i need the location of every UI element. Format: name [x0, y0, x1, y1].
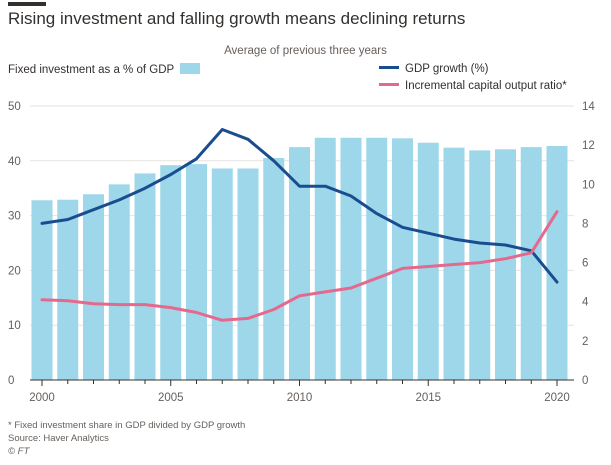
y-left-tick-label: 30: [8, 211, 21, 223]
bar-investment: [237, 168, 259, 380]
y-right-tick-label: 4: [582, 297, 589, 309]
y-right-tick-label: 12: [582, 140, 595, 152]
bar-investment: [160, 165, 182, 380]
bar-investment: [495, 149, 516, 380]
footnote-credit: © FT: [8, 446, 30, 457]
legend-investment-label: Fixed investment as a % of GDP: [8, 64, 175, 76]
y-left-tick-label: 40: [8, 156, 21, 168]
legend-gdp-swatch: [379, 66, 399, 69]
ft-accent-bar: [8, 2, 46, 6]
bar-investment: [340, 137, 362, 380]
bar-investment: [392, 138, 413, 380]
bar-investment: [263, 158, 285, 380]
x-tick-label: 2005: [158, 392, 184, 404]
line-icor: [40, 210, 559, 322]
y-right-tick-label: 0: [582, 375, 588, 387]
bar-investment: [108, 184, 130, 380]
legend-icor: Incremental capital output ratio*: [379, 80, 567, 92]
bar-investment: [469, 150, 491, 380]
bar-investment: [289, 147, 310, 380]
line-gdp-growth: [40, 128, 559, 284]
y-right-tick-label: 14: [582, 101, 595, 113]
chart-title: Rising investment and falling growth mea…: [8, 9, 466, 28]
x-tick-label: 2020: [544, 392, 570, 404]
y-left-tick-label: 20: [8, 265, 21, 277]
legend-gdp: GDP growth (%): [379, 63, 489, 75]
bar-investment: [134, 173, 156, 380]
bar-investment: [83, 194, 104, 380]
chart-subtitle: Average of previous three years: [224, 45, 387, 57]
y-left-tick-label: 50: [8, 101, 21, 113]
legend-gdp-label: GDP growth (%): [405, 63, 489, 75]
y-left-tick-label: 10: [8, 320, 21, 332]
bar-investment: [211, 168, 233, 380]
y-right-tick-label: 10: [582, 179, 595, 191]
bar-investment: [314, 137, 336, 380]
y-left-tick-label: 0: [8, 375, 14, 387]
bar-investment: [417, 142, 439, 380]
y-right-tick-label: 2: [582, 336, 588, 348]
x-tick-label: 2015: [415, 392, 441, 404]
legend-investment-swatch: [180, 63, 201, 74]
legend-icor-swatch: [379, 83, 399, 86]
x-tick-label: 2000: [29, 392, 55, 404]
legend-icor-label: Incremental capital output ratio*: [405, 80, 567, 92]
bar-investment: [186, 164, 207, 380]
footnote-definition: * Fixed investment share in GDP divided …: [8, 420, 246, 431]
bar-investment: [57, 199, 79, 380]
y-right-tick-label: 8: [582, 218, 588, 230]
x-tick-label: 2010: [287, 392, 313, 404]
bar-investment: [31, 200, 53, 380]
legend-investment: Fixed investment as a % of GDP: [8, 63, 201, 76]
bar-investment: [520, 147, 542, 380]
footnote-source: Source: Haver Analytics: [8, 433, 109, 444]
bar-investment: [546, 146, 568, 380]
bar-investment: [366, 137, 388, 380]
y-right-tick-label: 6: [582, 258, 588, 270]
